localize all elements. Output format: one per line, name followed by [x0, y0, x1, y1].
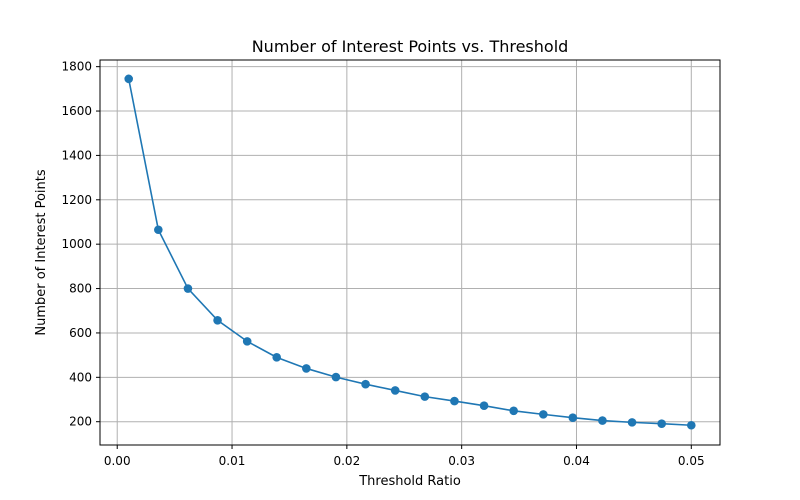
data-point: [686, 420, 696, 430]
grid-lines: [100, 60, 720, 445]
x-tick-label: 0.03: [448, 454, 475, 468]
series-layer: [124, 74, 696, 430]
x-axis: 0.00 0.01 0.02 0.03 0.04 0.05: [104, 445, 705, 468]
x-tick-label: 0.00: [104, 454, 131, 468]
data-point: [361, 379, 370, 389]
y-tick-label: 1800: [61, 60, 92, 74]
data-point: [272, 353, 282, 362]
x-axis-label: Threshold Ratio: [358, 474, 461, 489]
data-point: [657, 419, 666, 428]
y-tick-label: 1400: [61, 148, 92, 162]
data-point: [450, 396, 459, 406]
data-point: [568, 413, 578, 423]
data-point: [213, 315, 222, 325]
data-point: [509, 406, 518, 416]
chart-title: Number of Interest Points vs. Threshold: [252, 37, 569, 56]
y-tick-label: 1000: [61, 237, 92, 251]
data-point: [124, 74, 134, 84]
y-tick-label: 400: [69, 370, 92, 384]
x-tick-label: 0.05: [678, 454, 705, 468]
data-point: [420, 392, 430, 401]
y-axis-label: Number of Interest Points: [34, 169, 49, 336]
data-point: [331, 372, 341, 382]
y-tick-label: 1600: [61, 104, 92, 118]
data-point: [183, 284, 193, 293]
y-axis: 200 400 600 800 1000 1200 1400 1600 1800: [61, 60, 100, 429]
y-tick-label: 600: [69, 326, 92, 340]
x-tick-label: 0.02: [333, 454, 360, 468]
data-point: [242, 337, 252, 346]
data-point: [479, 401, 489, 411]
data-point: [302, 364, 311, 373]
data-point: [154, 225, 163, 235]
plot-frame: [99, 59, 721, 446]
series-line: [127, 78, 692, 427]
x-tick-label: 0.01: [219, 454, 246, 468]
data-point: [390, 386, 400, 395]
data-point: [539, 410, 548, 419]
data-point: [627, 418, 637, 427]
y-tick-label: 800: [69, 282, 92, 296]
x-tick-label: 0.04: [563, 454, 590, 468]
y-tick-label: 1200: [61, 193, 92, 207]
data-point: [598, 416, 607, 425]
y-tick-label: 200: [69, 415, 92, 429]
